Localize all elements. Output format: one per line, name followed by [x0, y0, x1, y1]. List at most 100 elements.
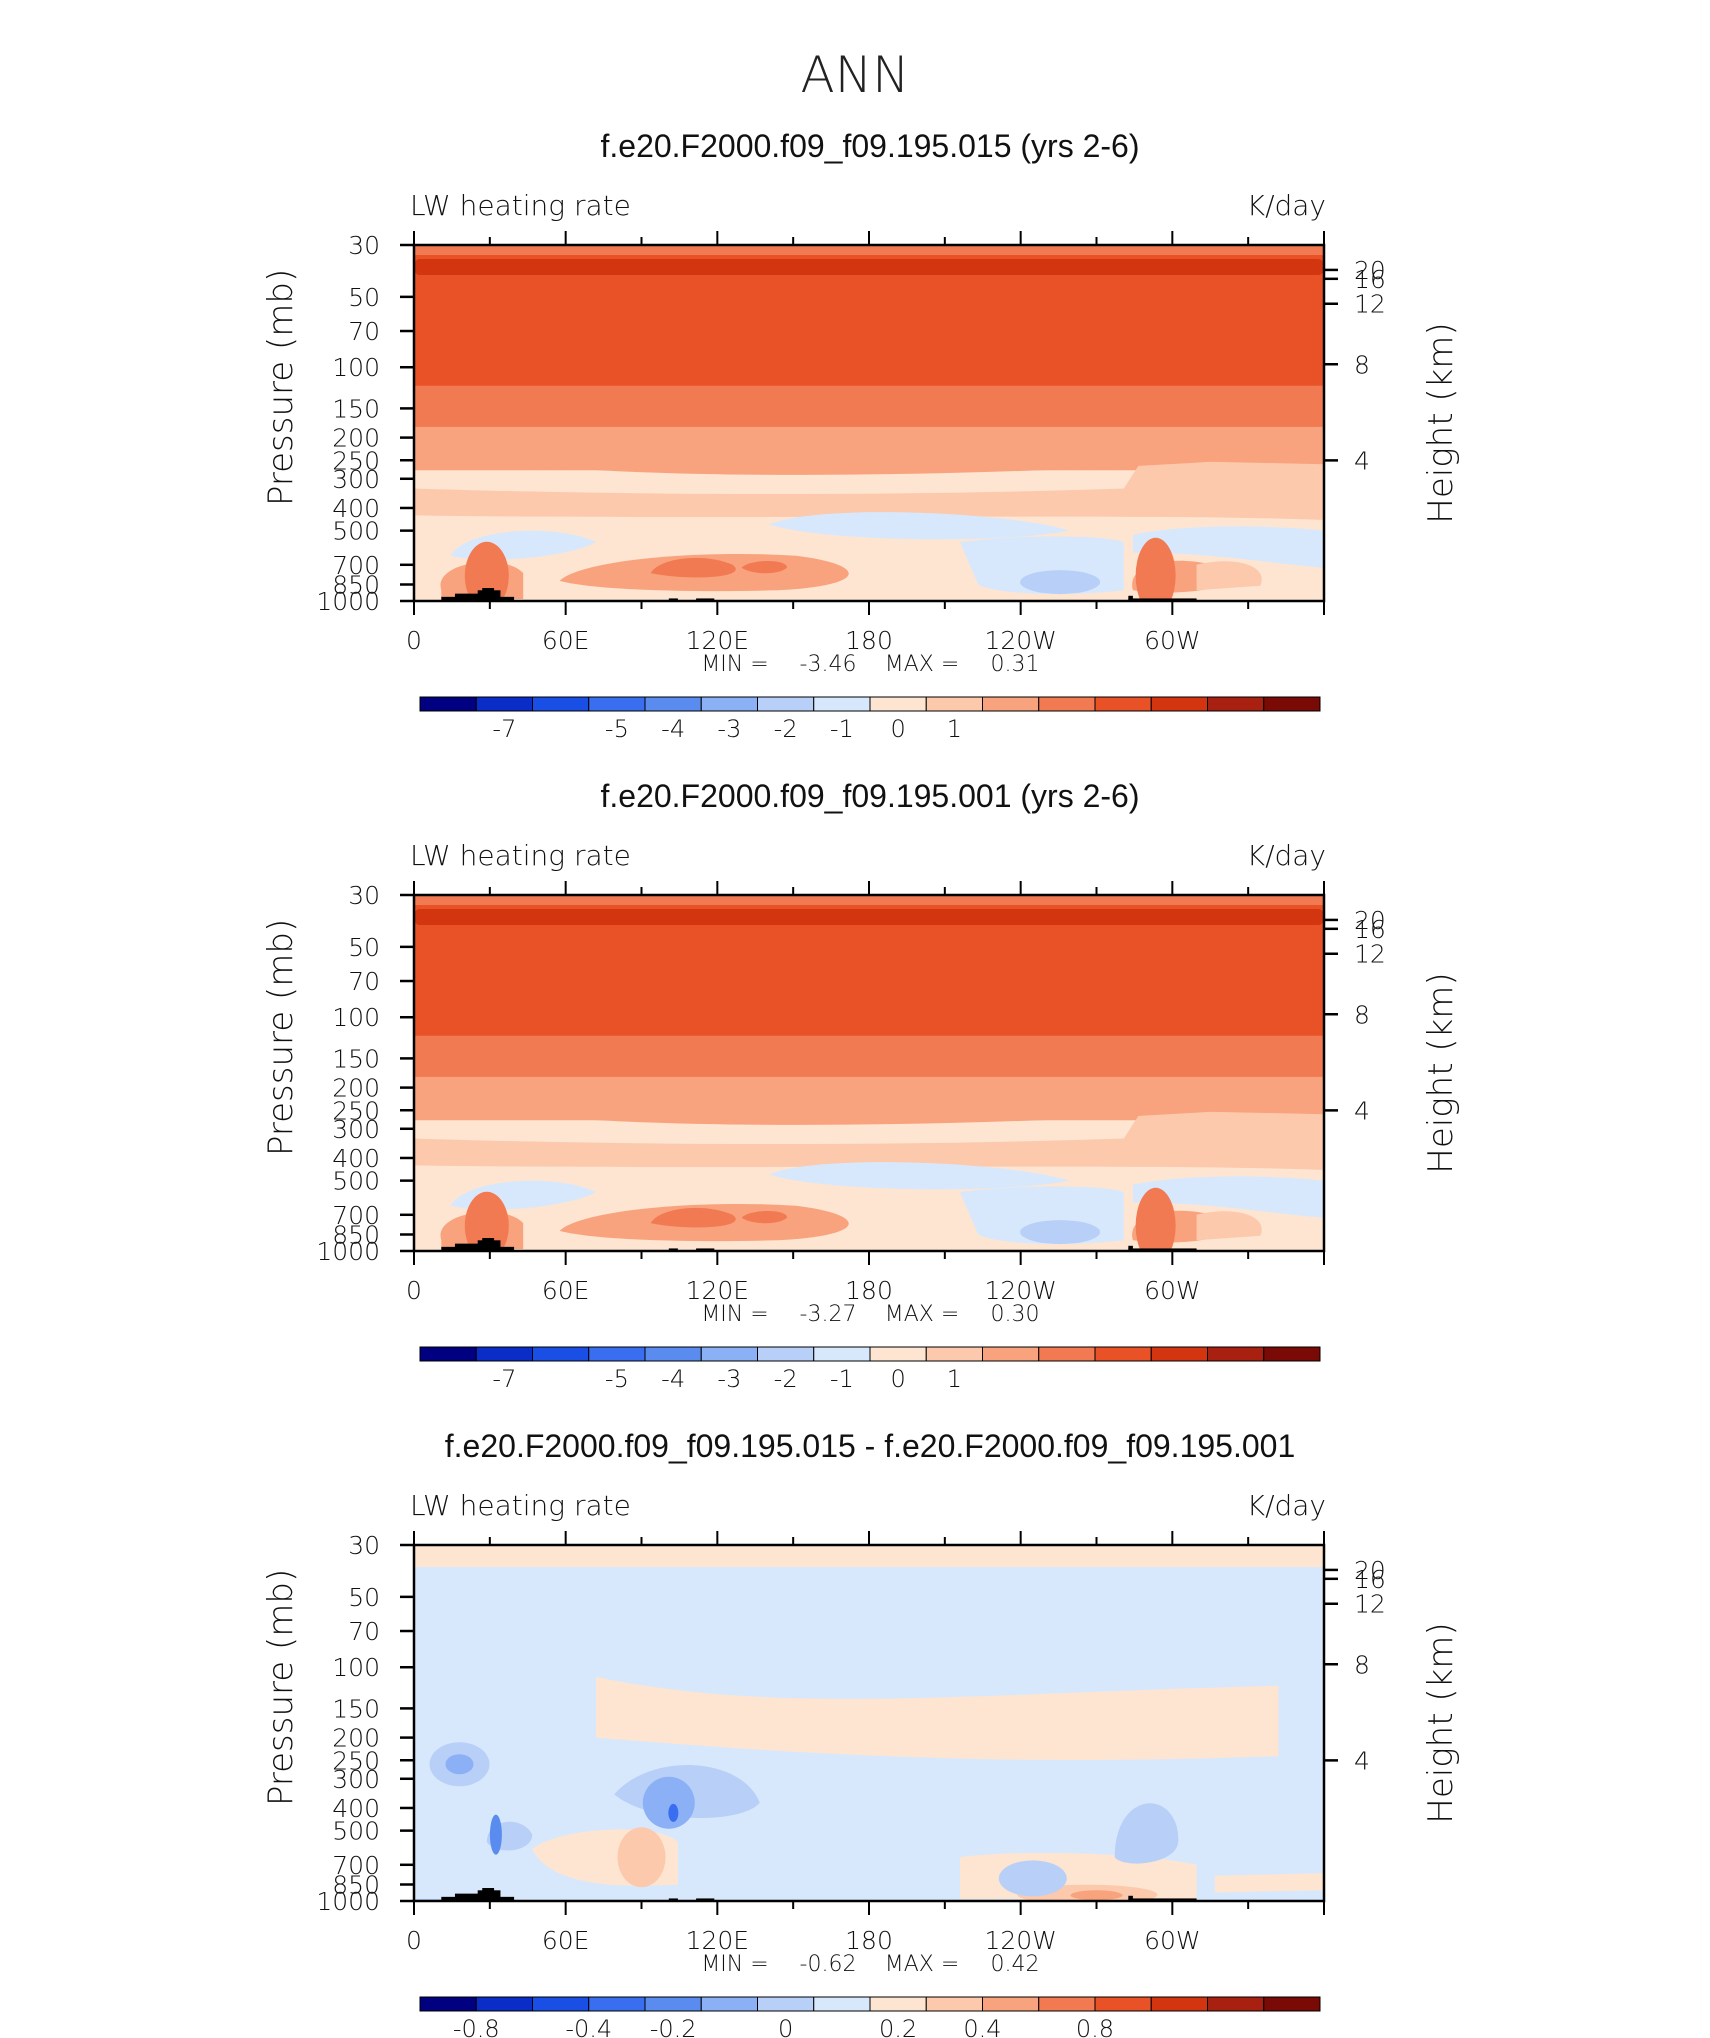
topography-block [668, 1898, 678, 1901]
stats-min-value: -3.27 [800, 1302, 857, 1327]
topography-block [1128, 1898, 1197, 1901]
topography [441, 1888, 1197, 1901]
colorbar: -7 -5 -4 -3 -2 -1 0 1 [419, 1346, 1321, 1393]
colorbar-swatch [700, 1346, 758, 1362]
stats-min-label: MIN = [701, 652, 768, 677]
colorbar-swatch [419, 1996, 477, 2012]
colorbar: -7 -5 -4 -3 -2 -1 0 1 [419, 696, 1321, 743]
height-tick-label: 20 [1354, 256, 1386, 285]
stats-max-value: 0.31 [991, 652, 1040, 677]
longitude-tick-label: 120W [984, 626, 1056, 655]
colorbar-swatch [532, 696, 590, 712]
panel-2: f.e20.F2000.f09_f09.195.001 (yrs 2-6) LW … [261, 778, 1461, 1393]
pressure-tick-label: 30 [348, 1531, 380, 1560]
pressure-tick-label: 700 [332, 1851, 380, 1880]
pressure-tick-label: 150 [332, 1694, 380, 1723]
colorbar-swatch [644, 1346, 702, 1362]
topography-block [454, 1243, 492, 1251]
colorbar-swatch [1094, 1996, 1152, 2012]
pressure-tick-label: 250 [332, 1746, 380, 1775]
longitude-tick-label: 120E [686, 1926, 750, 1955]
colorbar-label: 0.8 [1076, 2015, 1114, 2038]
topography-block [454, 593, 492, 601]
colorbar-label: 0 [778, 2015, 793, 2038]
pressure-tick-label: 200 [332, 1074, 380, 1103]
colorbar-swatch [869, 1996, 927, 2012]
topography-block [1128, 1245, 1133, 1251]
stats-min-label: MIN = [701, 1302, 768, 1327]
colorbar-label: -5 [605, 1365, 629, 1393]
pressure-tick-label: 70 [348, 967, 380, 996]
height-tick-label: 12 [1354, 940, 1386, 969]
band-mid-2 [459, 444, 1233, 475]
longitude-tick-label: 0 [406, 1276, 422, 1305]
band-max [414, 909, 1324, 925]
height-tick-label: 8 [1354, 1650, 1370, 1679]
pressure-tick-label: 30 [348, 881, 380, 910]
colorbar-swatch [1094, 696, 1152, 712]
colorbar-swatch [532, 1346, 590, 1362]
topography-block [696, 1898, 715, 1901]
pressure-tick-label: 850 [332, 1221, 380, 1250]
pressure-tick-label: 150 [332, 1044, 380, 1073]
pressure-tick-label: 30 [348, 231, 380, 260]
cool-region-4 [1132, 526, 1324, 568]
variable-label: LW heating rate [410, 1489, 631, 1522]
colorbar-label: 1 [947, 715, 962, 743]
panel-3: f.e20.F2000.f09_f09.195.015 - f.e20.F200… [261, 1428, 1461, 2038]
colorbar-label: -0.2 [650, 2015, 697, 2038]
colorbar-swatch [532, 1996, 590, 2012]
topography-block [668, 1248, 678, 1251]
topography-block [1128, 1895, 1133, 1901]
colorbar-label: -3 [717, 715, 741, 743]
units-label: K/day [1247, 189, 1326, 222]
diff-cool-2 [445, 1754, 474, 1775]
cool-core [1020, 570, 1101, 595]
warm-core-8 [1196, 1211, 1262, 1241]
warm-core-3 [741, 1211, 788, 1224]
pressure-tick-label: 150 [332, 394, 380, 423]
colorbar-swatch [869, 1346, 927, 1362]
topography-block [1128, 595, 1133, 601]
cool-core [1020, 1220, 1101, 1245]
pressure-tick-label: 1000 [316, 587, 380, 616]
colorbar-swatch [700, 696, 758, 712]
colorbar-swatch [1150, 1996, 1208, 2012]
colorbar-swatch [982, 696, 1040, 712]
colorbar-label: -3 [717, 1365, 741, 1393]
colorbar-swatch [1038, 696, 1096, 712]
colorbar-label: -0.4 [565, 2015, 612, 2038]
pressure-tick-label: 50 [348, 1583, 380, 1612]
diff-warm-3 [617, 1827, 666, 1888]
colorbar-swatch [813, 1346, 871, 1362]
colorbar-swatch [1094, 1346, 1152, 1362]
panel-title: f.e20.F2000.f09_f09.195.015 - f.e20.F200… [445, 1428, 1295, 1464]
colorbar-swatch [925, 1996, 983, 2012]
colorbar-swatch [925, 696, 983, 712]
colorbar-swatch [1207, 1346, 1265, 1362]
stats-min-value: -0.62 [800, 1952, 857, 1977]
units-label: K/day [1247, 839, 1326, 872]
longitude-tick-label: 180 [845, 1276, 893, 1305]
diff-cool-7 [668, 1803, 679, 1822]
y2-axis-title: Height (km) [1421, 1622, 1461, 1823]
variable-label: LW heating rate [410, 839, 631, 872]
units-label: K/day [1247, 1489, 1326, 1522]
colorbar-label: 0 [890, 1365, 905, 1393]
longitude-tick-label: 60W [1144, 626, 1201, 655]
colorbar-swatch [588, 1346, 646, 1362]
pressure-tick-label: 50 [348, 933, 380, 962]
pressure-tick-label: 250 [332, 1096, 380, 1125]
longitude-tick-label: 0 [406, 1926, 422, 1955]
colorbar-label: -2 [774, 715, 798, 743]
colorbar: -0.8 -0.4 -0.2 0 0.2 0.4 0.8 [419, 1996, 1321, 2038]
colorbar-label: 1 [947, 1365, 962, 1393]
height-tick-label: 4 [1354, 1096, 1370, 1125]
height-tick-label: 8 [1354, 1000, 1370, 1029]
band-max [414, 259, 1324, 275]
contour-field [414, 895, 1324, 1251]
topography-block [482, 1238, 495, 1251]
cool-region-2 [768, 1162, 1070, 1190]
